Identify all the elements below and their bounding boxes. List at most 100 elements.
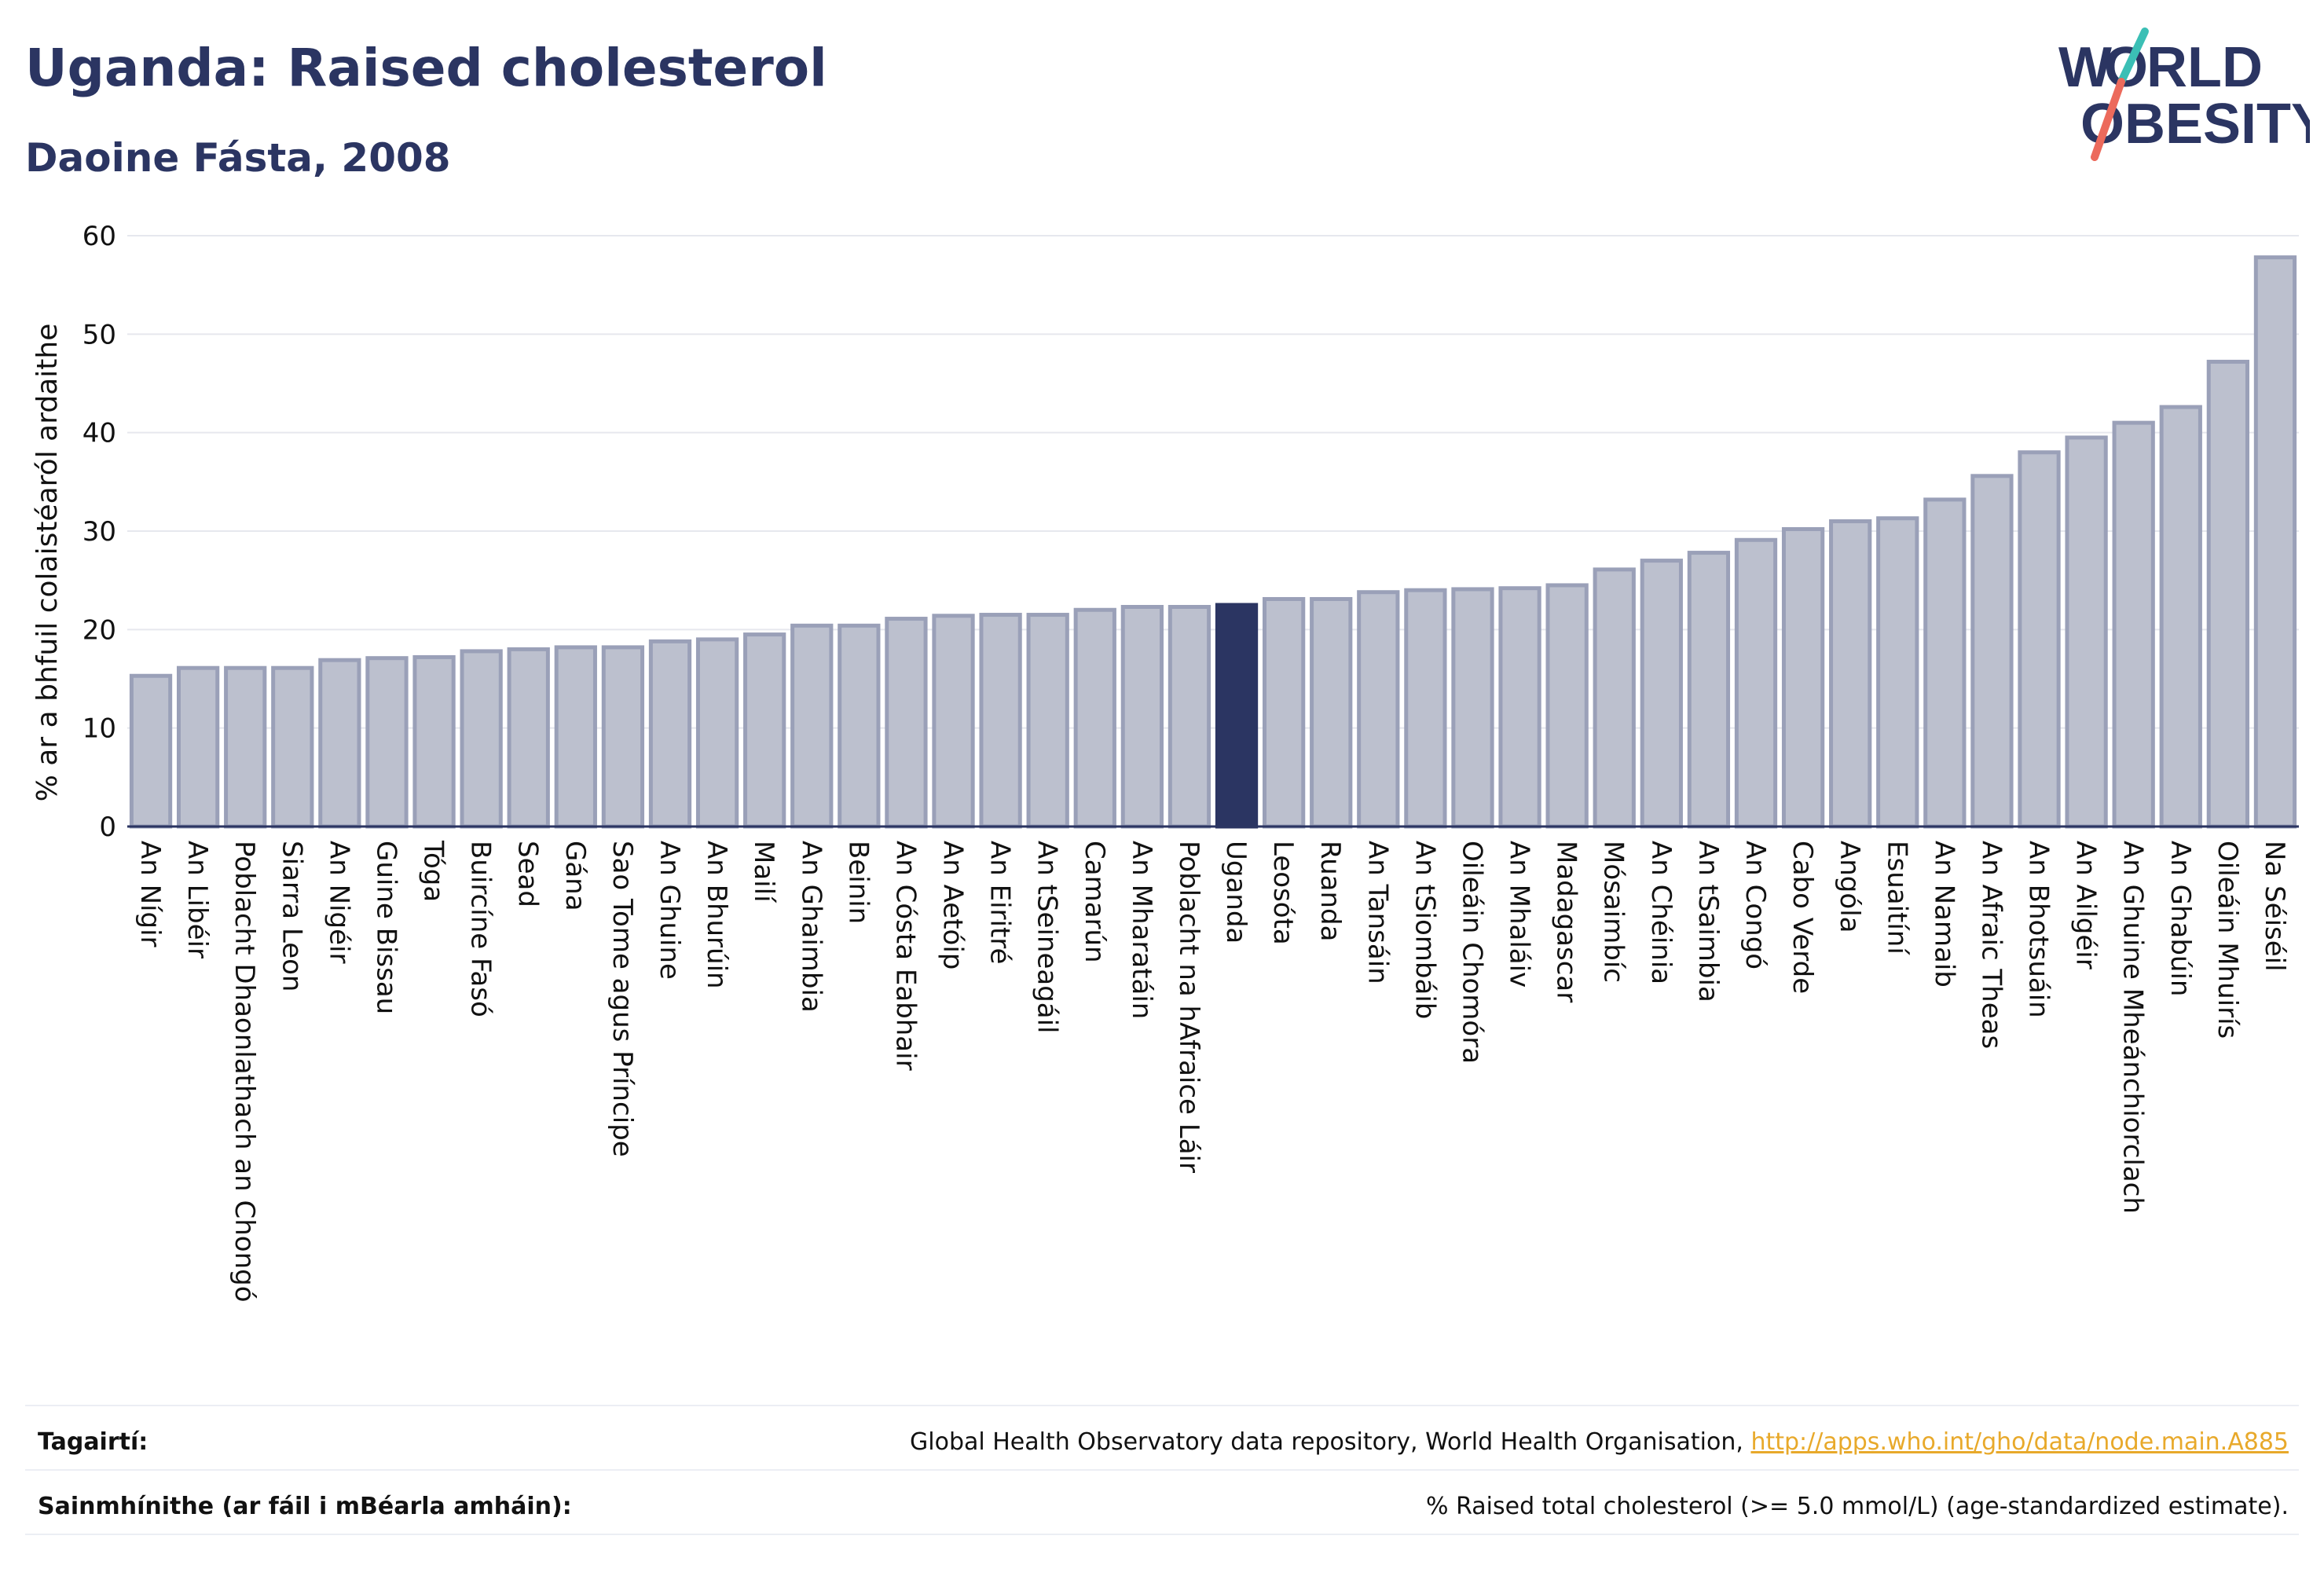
bar-22 xyxy=(1167,605,1211,829)
bar-31 xyxy=(1593,567,1636,829)
references-label: Tagairtí: xyxy=(38,1428,148,1456)
x-tick-label-8: Sead xyxy=(512,841,544,907)
x-tick-label-43: An Ghabúin xyxy=(2165,841,2196,996)
x-tick-label-36: Angóla xyxy=(1834,841,1865,933)
bar-15 xyxy=(838,623,881,829)
bar-1 xyxy=(176,665,220,829)
x-tick-label-37: Esuaitíní xyxy=(1881,841,1912,955)
references-text: Global Health Observatory data repositor… xyxy=(910,1428,1751,1456)
x-tick-label-32: An Chéinia xyxy=(1645,841,1677,984)
y-axis-label: % ar a bhfuil colaistéaról ardaithe xyxy=(31,324,64,802)
bar-14 xyxy=(790,623,834,829)
bar-0 xyxy=(129,673,173,829)
x-tick-label-21: An Mharatáin xyxy=(1126,841,1157,1019)
bar-25 xyxy=(1310,596,1353,829)
x-tick-label-13: Mailí xyxy=(748,841,779,903)
x-tick-label-16: An Cósta Eabhair xyxy=(889,841,921,1071)
x-tick-label-44: Oileáin Mhuirís xyxy=(2212,841,2243,1039)
x-tick-label-10: Sao Tome agus Príncipe xyxy=(607,841,638,1157)
bar-8 xyxy=(507,647,550,829)
x-tick-label-45: Na Séiséil xyxy=(2259,841,2290,972)
references-value: Global Health Observatory data repositor… xyxy=(910,1428,2289,1456)
bar-23 xyxy=(1215,603,1259,829)
y-tick-label: 30 xyxy=(82,516,116,548)
x-tick-label-40: An Bhotsuáin xyxy=(2023,841,2055,1018)
bar-chart: 0 10 20 30 40 50 60 % ar a bhfuil colaistéaról … xyxy=(31,221,2299,1303)
bar-12 xyxy=(695,637,739,829)
x-tick-label-38: An Namaib xyxy=(1928,841,1959,988)
bar-9 xyxy=(554,645,597,829)
x-tick-label-25: Ruanda xyxy=(1314,841,1346,941)
x-tick-label-42: An Ghuine Mheánchiorclach xyxy=(2117,841,2149,1214)
x-tick-label-19: An tSeineagáil xyxy=(1032,841,1063,1034)
x-tick-label-34: An Congó xyxy=(1739,841,1771,969)
bar-7 xyxy=(460,649,503,829)
y-tick-label: 0 xyxy=(99,812,116,843)
bar-16 xyxy=(885,617,928,829)
x-tick-label-11: An Ghuine xyxy=(654,841,685,980)
x-tick-label-0: An Nígir xyxy=(134,841,166,947)
bar-28 xyxy=(1451,587,1494,829)
bar-41 xyxy=(2065,435,2108,829)
x-tick-label-14: An Ghaimbia xyxy=(795,841,827,1013)
x-tick-label-6: Tóga xyxy=(418,840,449,902)
bar-4 xyxy=(318,658,361,829)
bar-17 xyxy=(932,614,975,829)
bar-13 xyxy=(743,632,786,829)
bar-37 xyxy=(1876,516,1919,829)
x-tick-label-7: Buircíne Fasó xyxy=(465,841,497,1017)
bar-20 xyxy=(1073,607,1116,829)
logo-w: W xyxy=(2058,36,2112,99)
x-tick-label-31: Mósaimbíc xyxy=(1598,841,1629,983)
bar-36 xyxy=(1829,519,1872,829)
x-tick-label-1: An Libéir xyxy=(181,841,213,958)
x-tick-label-39: An Afraic Theas xyxy=(1975,841,2007,1049)
x-tick-label-29: An Mhaláiv xyxy=(1504,841,1535,988)
bar-2 xyxy=(224,665,267,829)
x-tick-label-9: Gána xyxy=(559,841,591,911)
bar-30 xyxy=(1545,583,1589,829)
bar-10 xyxy=(601,645,645,829)
bar-26 xyxy=(1357,590,1400,829)
bar-11 xyxy=(648,639,692,829)
x-tick-label-15: Beinin xyxy=(842,841,874,924)
y-tick-label: 10 xyxy=(82,713,116,745)
x-tick-label-26: An Tansáin xyxy=(1362,841,1393,984)
x-tick-label-27: An tSiombáib xyxy=(1409,841,1440,1019)
x-tick-label-30: Madagascar xyxy=(1551,841,1582,1002)
bar-3 xyxy=(271,665,314,829)
x-tick-label-2: Poblacht Dhaonlathach an Chongó xyxy=(229,841,260,1303)
references-link[interactable]: http://apps.who.int/gho/data/node.main.A… xyxy=(1750,1428,2289,1456)
x-tick-label-20: Camarún xyxy=(1079,841,1110,963)
x-tick-label-35: Cabo Verde xyxy=(1787,841,1818,994)
x-tick-label-22: Poblacht na hAfraice Láir xyxy=(1173,841,1204,1173)
bar-29 xyxy=(1498,586,1541,829)
x-tick-label-18: An Eiritré xyxy=(984,841,1016,964)
bar-6 xyxy=(412,654,456,829)
bar-44 xyxy=(2206,359,2250,829)
chart-title: Uganda: Raised cholesterol xyxy=(25,38,827,98)
bar-35 xyxy=(1781,526,1825,829)
bar-18 xyxy=(979,613,1022,829)
world-obesity-logo: W O RLD OBESITY xyxy=(2058,27,2310,161)
bar-45 xyxy=(2253,255,2297,829)
x-tick-label-33: An tSaimbia xyxy=(1692,841,1724,1002)
logo-slash-coral xyxy=(2091,78,2125,161)
x-tick-label-5: Guine Bissau xyxy=(370,841,401,1014)
footer-divider-top xyxy=(25,1405,2299,1406)
x-tick-label-4: An Nigéir xyxy=(323,841,354,963)
bar-42 xyxy=(2112,420,2155,829)
bar-32 xyxy=(1640,559,1683,829)
logo-obesity: OBESITY xyxy=(2080,93,2310,156)
chart-subtitle: Daoine Fásta, 2008 xyxy=(25,135,451,181)
logo-slash-teal xyxy=(2117,27,2149,86)
y-tick-label: 50 xyxy=(82,319,116,350)
bar-21 xyxy=(1120,605,1164,829)
x-tick-label-12: An Bhurúin xyxy=(701,841,732,989)
bar-43 xyxy=(2159,405,2202,829)
bar-5 xyxy=(365,656,409,829)
y-tick-label: 40 xyxy=(82,418,116,449)
footer-divider-bottom xyxy=(25,1534,2299,1535)
bar-33 xyxy=(1687,551,1731,829)
logo-rld: RLD xyxy=(2146,36,2263,99)
